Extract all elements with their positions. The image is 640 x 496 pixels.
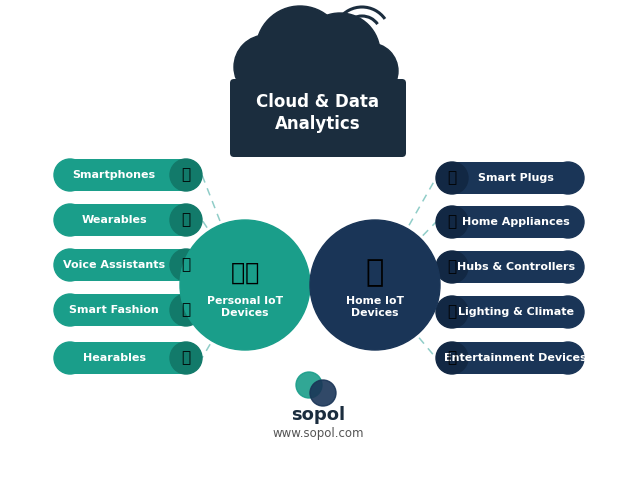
Text: 🎤: 🎤 [181, 257, 191, 272]
Circle shape [170, 249, 202, 281]
Circle shape [552, 296, 584, 328]
FancyBboxPatch shape [70, 249, 186, 281]
Text: 🔌: 🔌 [447, 171, 456, 186]
FancyBboxPatch shape [452, 296, 568, 328]
Text: Smart Fashion: Smart Fashion [69, 305, 159, 315]
Text: 🧑‍💻: 🧑‍💻 [231, 261, 259, 285]
Circle shape [552, 162, 584, 194]
Circle shape [552, 251, 584, 283]
Circle shape [180, 220, 310, 350]
Text: Entertainment Devices: Entertainment Devices [445, 353, 587, 363]
FancyBboxPatch shape [70, 204, 186, 236]
Text: Lighting & Climate: Lighting & Climate [458, 307, 574, 317]
Text: www.sopol.com: www.sopol.com [272, 427, 364, 439]
FancyBboxPatch shape [452, 251, 568, 283]
Circle shape [170, 342, 202, 374]
Text: Home Appliances: Home Appliances [462, 217, 570, 227]
Text: Smart Plugs: Smart Plugs [478, 173, 554, 183]
Circle shape [436, 251, 468, 283]
Circle shape [54, 294, 86, 326]
Text: Smartphones: Smartphones [72, 170, 156, 180]
Circle shape [310, 380, 336, 406]
Text: 🎧: 🎧 [181, 351, 191, 366]
Text: 💡: 💡 [447, 305, 456, 319]
Circle shape [436, 206, 468, 238]
Text: Hearables: Hearables [83, 353, 145, 363]
Circle shape [256, 6, 344, 94]
Circle shape [358, 35, 365, 42]
Circle shape [170, 294, 202, 326]
Circle shape [170, 159, 202, 191]
Circle shape [170, 204, 202, 236]
Text: Home IoT
Devices: Home IoT Devices [346, 296, 404, 318]
Circle shape [342, 43, 398, 99]
Circle shape [54, 249, 86, 281]
Text: 🏠: 🏠 [366, 258, 384, 288]
Circle shape [300, 13, 380, 93]
Circle shape [296, 372, 322, 398]
Circle shape [436, 342, 468, 374]
Circle shape [54, 342, 86, 374]
FancyBboxPatch shape [230, 79, 406, 157]
Circle shape [310, 220, 440, 350]
FancyBboxPatch shape [452, 162, 568, 194]
FancyBboxPatch shape [70, 159, 186, 191]
FancyBboxPatch shape [452, 206, 568, 238]
Text: Hubs & Controllers: Hubs & Controllers [457, 262, 575, 272]
Circle shape [436, 162, 468, 194]
Text: 🎮: 🎮 [447, 351, 456, 366]
FancyBboxPatch shape [70, 342, 186, 374]
Text: sopol: sopol [291, 406, 345, 424]
Circle shape [552, 342, 584, 374]
Text: 📺: 📺 [447, 214, 456, 230]
FancyBboxPatch shape [70, 294, 186, 326]
Text: Voice Assistants: Voice Assistants [63, 260, 165, 270]
Text: ⌚: ⌚ [181, 212, 191, 228]
Text: 📱: 📱 [181, 168, 191, 183]
Circle shape [54, 159, 86, 191]
Text: 📡: 📡 [447, 259, 456, 274]
Circle shape [54, 204, 86, 236]
FancyBboxPatch shape [452, 342, 568, 374]
Circle shape [436, 296, 468, 328]
Text: Cloud & Data
Analytics: Cloud & Data Analytics [257, 93, 380, 133]
Text: 🧥: 🧥 [181, 303, 191, 317]
Circle shape [234, 35, 298, 99]
Text: Wearables: Wearables [81, 215, 147, 225]
Text: Personal IoT
Devices: Personal IoT Devices [207, 296, 283, 318]
Circle shape [552, 206, 584, 238]
